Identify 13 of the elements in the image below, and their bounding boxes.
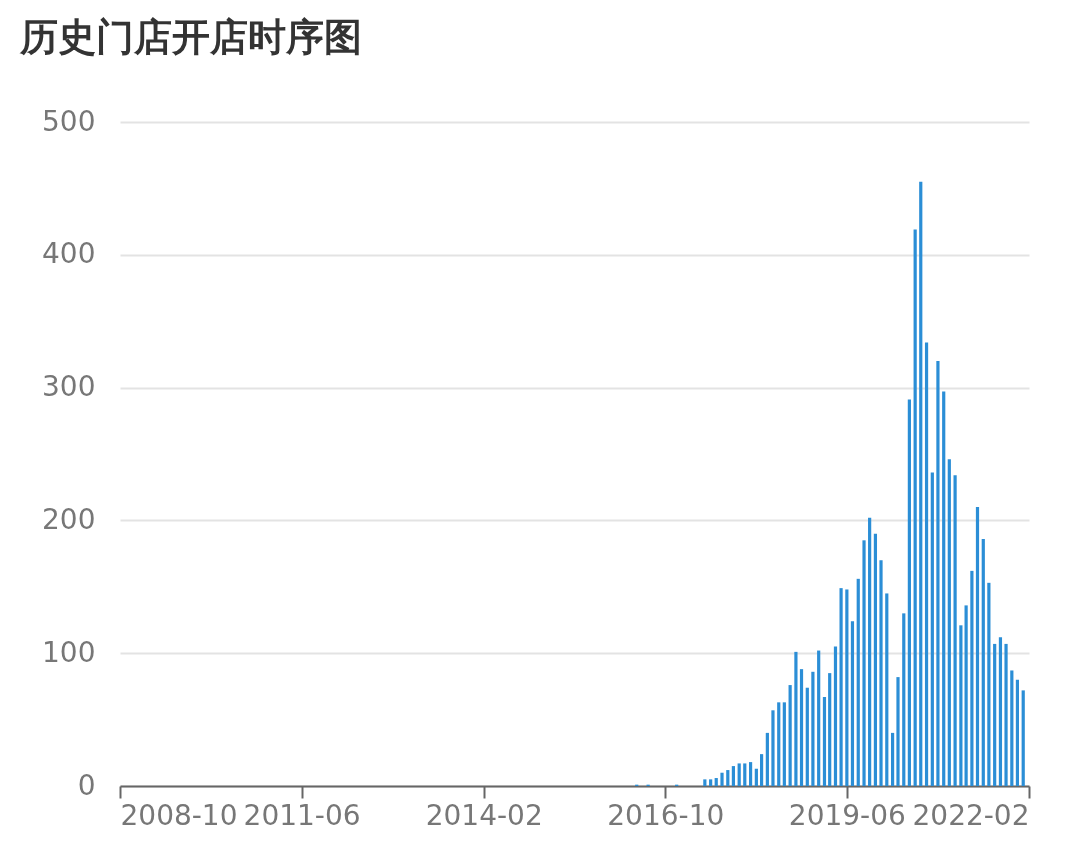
x-tick-label: 2011-06 [243,798,361,832]
x-tick-label: 2019-06 [788,798,906,832]
x-tick-label: 2022-02 [912,798,1030,832]
y-tick-label: 0 [77,768,96,802]
y-tick-label: 500 [42,104,96,138]
x-tick-label: 2008-10 [120,798,238,832]
y-tick-label: 100 [42,635,96,669]
x-tick-label: 2016-10 [607,798,725,832]
y-tick-label: 200 [42,502,96,536]
x-tick-label: 2014-02 [425,798,543,832]
chart-title: 历史门店开店时序图 [19,15,362,59]
y-tick-label: 400 [42,237,96,271]
y-tick-label: 300 [42,370,96,404]
